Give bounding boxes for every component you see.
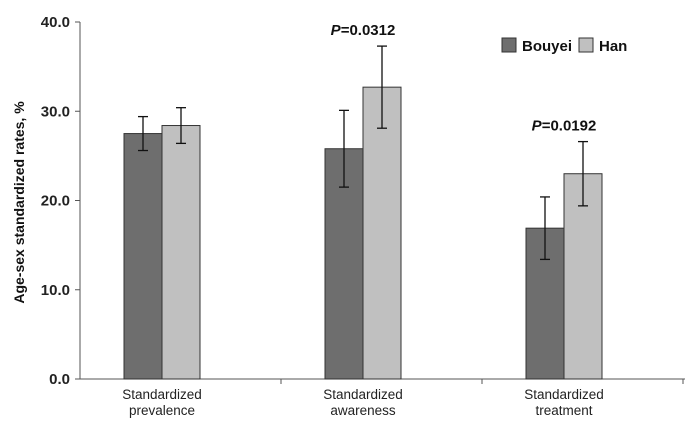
bars-layer — [123, 45, 603, 380]
bar-han-0 — [161, 125, 201, 380]
x-category-label: Standardized — [323, 387, 403, 402]
x-category-label: Standardized — [524, 387, 604, 402]
y-tick-label: 40.0 — [41, 14, 70, 31]
p-value-text: =0.0312 — [341, 22, 396, 39]
legend-swatch-han — [578, 37, 594, 53]
y-tick-label: 0.0 — [49, 371, 70, 388]
bar-han-1 — [362, 86, 402, 380]
legend-swatch-bouyei — [501, 37, 517, 53]
p-value-prefix: P — [532, 118, 543, 135]
x-category-label: Standardized — [122, 387, 202, 402]
y-tick-label: 20.0 — [41, 193, 70, 210]
x-category-label: awareness — [330, 403, 396, 418]
y-axis-title: Age-sex standardized rates, % — [11, 101, 27, 304]
bar-bouyei-0 — [123, 133, 163, 380]
p-value-prefix: P — [331, 22, 342, 39]
legend-label-han: Han — [599, 38, 627, 55]
x-category-label: treatment — [535, 403, 592, 418]
y-tick-label: 30.0 — [41, 103, 70, 120]
bar-han-2 — [563, 173, 603, 380]
legend: Bouyei Han — [501, 37, 627, 55]
p-value-annotation: P=0.0192 — [532, 118, 597, 135]
p-value-text: =0.0192 — [542, 118, 597, 135]
p-value-annotation: P=0.0312 — [331, 22, 396, 39]
x-category-label: prevalence — [129, 403, 195, 418]
labels-layer: StandardizedprevalenceStandardizedawaren… — [122, 22, 604, 418]
legend-label-bouyei: Bouyei — [522, 38, 572, 55]
y-tick-label: 10.0 — [41, 282, 70, 299]
